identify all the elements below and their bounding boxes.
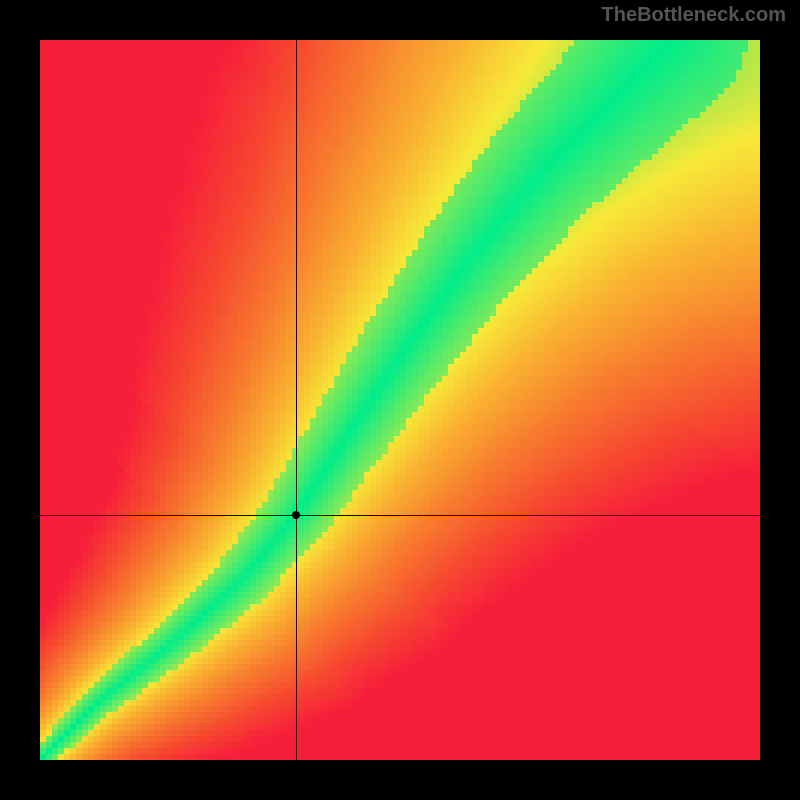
crosshair-horizontal <box>40 515 760 516</box>
chart-container: TheBottleneck.com <box>0 0 800 800</box>
plot-area <box>40 40 760 760</box>
marker-dot <box>292 511 300 519</box>
heatmap-canvas <box>40 40 760 760</box>
watermark-text: TheBottleneck.com <box>602 4 786 27</box>
crosshair-vertical <box>296 40 297 760</box>
